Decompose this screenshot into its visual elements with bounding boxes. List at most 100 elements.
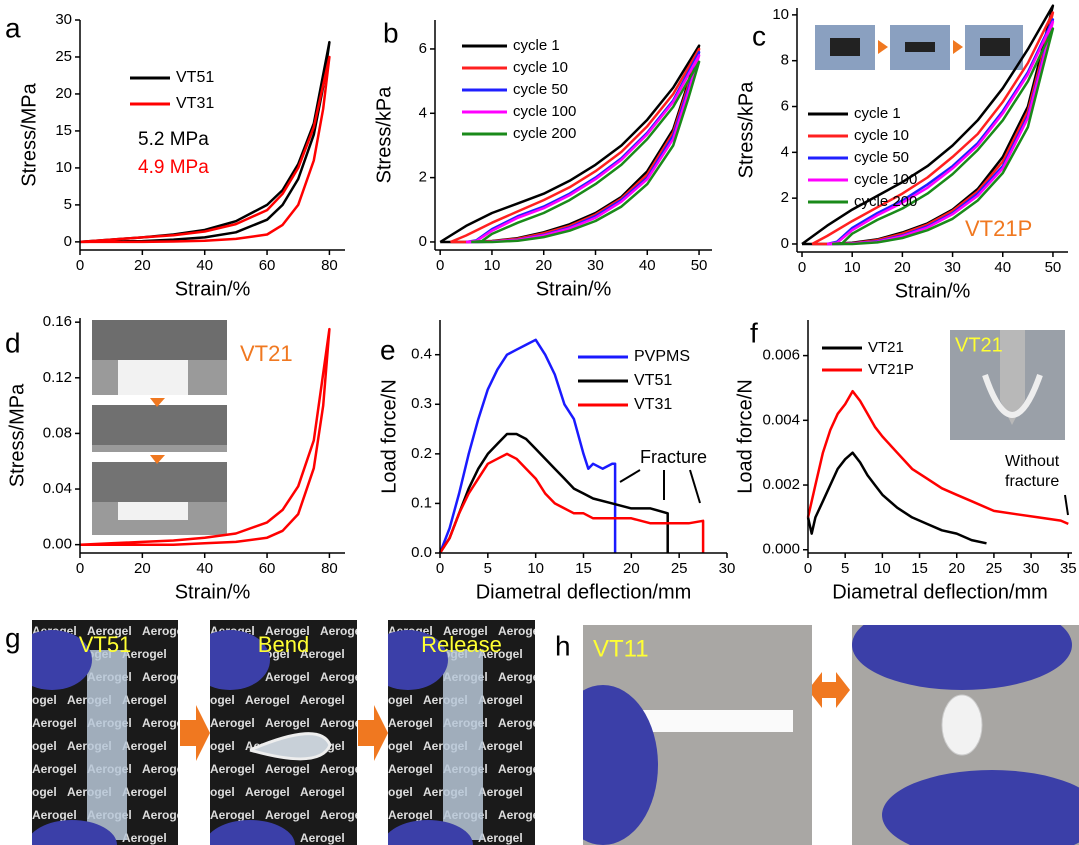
photo-text: Aerogel: [87, 624, 132, 638]
photo-text: Aerogel: [122, 693, 167, 707]
legend-label: VT21P: [868, 361, 914, 378]
y-tick-label: 15: [55, 122, 72, 139]
x-tick-label: 15: [911, 560, 928, 577]
y-tick-label: 0: [419, 233, 427, 250]
data-line: [438, 432, 669, 554]
x-tick-label: 10: [874, 560, 891, 577]
y-tick-label: 4: [419, 104, 427, 121]
photo-text: Aerogel: [12, 785, 57, 799]
photo-text: Aerogel: [320, 716, 365, 730]
photo-text: Aerogel: [300, 831, 345, 845]
photo-text: Aerogel: [190, 739, 235, 753]
annotation: VT21: [240, 341, 293, 366]
x-tick-label: 30: [1023, 560, 1040, 577]
panel-letter: d: [5, 327, 21, 358]
x-tick-label: 40: [639, 257, 656, 274]
photo-text: Aerogel: [245, 785, 290, 799]
photo-text: Aerogel: [142, 624, 187, 638]
y-tick-label: 20: [55, 85, 72, 102]
photo-text: Aerogel: [478, 739, 523, 753]
y-tick-label: 30: [55, 11, 72, 28]
y-tick-label: 4: [781, 143, 789, 160]
x-tick-label: 10: [527, 560, 544, 577]
y-axis-label: Stress/MPa: [18, 82, 40, 186]
x-tick-label: 20: [948, 560, 965, 577]
legend-label: cycle 200: [854, 193, 917, 210]
y-tick-label: 0.002: [762, 476, 800, 493]
x-tick-label: 0: [436, 257, 444, 274]
photo-text: Aerogel: [12, 693, 57, 707]
y-tick-label: 0.004: [762, 411, 800, 428]
x-tick-label: 40: [196, 560, 213, 577]
photo-text: Aerogel: [142, 716, 187, 730]
photo-text: Aerogel: [478, 831, 523, 845]
x-tick-label: 0: [436, 560, 444, 577]
x-axis-label: Diametral deflection/mm: [476, 581, 692, 603]
data-line: [806, 389, 1069, 526]
legend-label: cycle 50: [513, 81, 568, 98]
glove: [210, 630, 270, 690]
x-tick-label: 10: [484, 257, 501, 274]
glove: [852, 625, 1072, 690]
x-tick-label: 20: [134, 257, 151, 274]
legend-label: cycle 200: [513, 125, 576, 142]
photo-text: Aerogel: [498, 762, 543, 776]
y-tick-label: 0: [781, 235, 789, 252]
x-tick-label: 0: [798, 259, 806, 276]
photo-text: Aerogel: [478, 693, 523, 707]
photo-text: Aerogel: [12, 739, 57, 753]
y-axis-label: Load force/N: [378, 379, 400, 494]
photo-text: Aerogel: [142, 762, 187, 776]
x-tick-label: 5: [841, 560, 849, 577]
annotation: 5.2 MPa: [138, 129, 209, 150]
y-tick-label: 10: [55, 159, 72, 176]
x-tick-label: 15: [575, 560, 592, 577]
y-tick-label: 0.08: [43, 424, 72, 441]
data-line: [806, 451, 987, 545]
y-tick-label: 0.006: [762, 347, 800, 364]
x-tick-label: 25: [671, 560, 688, 577]
photo-label: Release: [421, 632, 502, 657]
panel-letter: g: [5, 622, 21, 653]
photo-text: Aerogel: [265, 808, 310, 822]
y-tick-label: 0.04: [43, 480, 72, 497]
x-tick-label: 20: [894, 259, 911, 276]
x-axis-label: Strain/%: [895, 280, 971, 302]
photo-text: Aerogel: [368, 739, 413, 753]
photo-text: Aerogel: [265, 716, 310, 730]
photo: Aerogel Aerogel Aerogel Aerogel Aerogel Aerog…: [368, 620, 543, 845]
photo-text: Aerogel: [265, 624, 310, 638]
x-tick-label: 35: [1060, 560, 1077, 577]
glove: [388, 820, 473, 845]
panel-letter: a: [5, 12, 21, 43]
photo-text: Aerogel: [443, 624, 488, 638]
inset-photo-d: [92, 320, 227, 535]
y-axis-label: Load force/N: [734, 379, 756, 494]
x-tick-label: 0: [76, 257, 84, 274]
glove: [388, 630, 448, 690]
photo-text: Aerogel: [32, 762, 77, 776]
photo-text: Aerogel: [498, 624, 543, 638]
photo-text: Aerogel: [190, 693, 235, 707]
y-tick-label: 0.4: [411, 346, 432, 363]
y-tick-label: 0.16: [43, 313, 72, 330]
photo-text: Aerogel: [478, 785, 523, 799]
photo-arrows: [180, 672, 850, 761]
legend-label: cycle 100: [854, 171, 917, 188]
photo: [852, 625, 1079, 845]
x-tick-label: 60: [259, 560, 276, 577]
y-tick-label: 10: [772, 6, 789, 23]
x-tick-label: 50: [1045, 259, 1062, 276]
x-tick-label: 20: [535, 257, 552, 274]
photo-text: Aerogel: [300, 693, 345, 707]
paper-strip: [623, 710, 793, 732]
x-tick-label: 50: [691, 257, 708, 274]
y-tick-label: 0.1: [411, 494, 432, 511]
x-tick-label: 25: [986, 560, 1003, 577]
x-axis-label: Strain/%: [175, 278, 251, 300]
inset-photo-f: [950, 330, 1065, 440]
photo-text: Aerogel: [388, 808, 433, 822]
photo-text: Aerogel: [32, 716, 77, 730]
